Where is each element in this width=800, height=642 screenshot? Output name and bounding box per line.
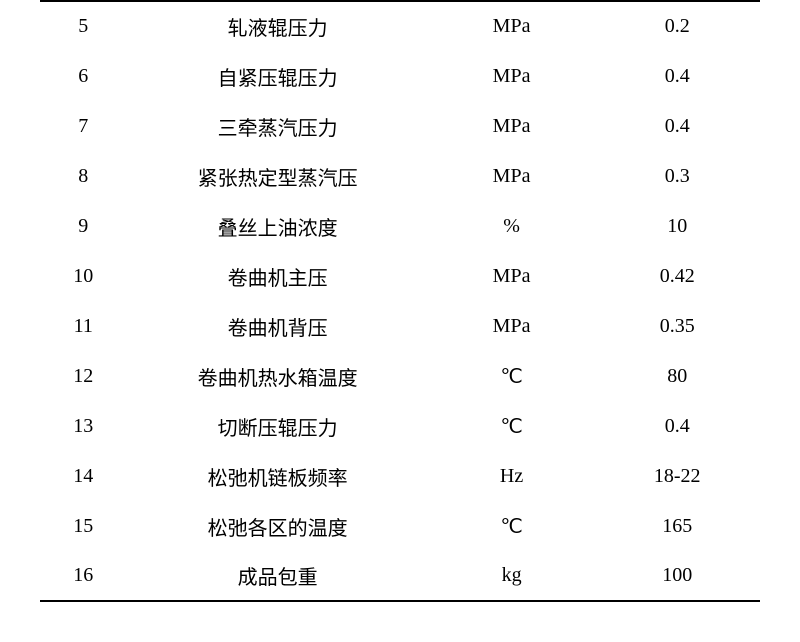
row-name: 自紧压辊压力 — [126, 51, 428, 101]
row-index: 15 — [40, 501, 126, 551]
row-value: 80 — [594, 351, 760, 401]
row-index: 7 — [40, 101, 126, 151]
table-row: 13切断压辊压力℃0.4 — [40, 401, 760, 451]
row-index: 12 — [40, 351, 126, 401]
row-value: 18-22 — [594, 451, 760, 501]
table-body: 5轧液辊压力MPa0.26自紧压辊压力MPa0.47三牵蒸汽压力MPa0.48紧… — [40, 1, 760, 601]
table-row: 14松弛机链板频率Hz18-22 — [40, 451, 760, 501]
row-name: 卷曲机主压 — [126, 251, 428, 301]
row-name: 叠丝上油浓度 — [126, 201, 428, 251]
row-unit: MPa — [429, 151, 595, 201]
row-name: 松弛各区的温度 — [126, 501, 428, 551]
table-row: 11卷曲机背压MPa0.35 — [40, 301, 760, 351]
row-value: 0.3 — [594, 151, 760, 201]
row-unit: ℃ — [429, 501, 595, 551]
row-name: 切断压辊压力 — [126, 401, 428, 451]
row-value: 0.42 — [594, 251, 760, 301]
row-unit: ℃ — [429, 351, 595, 401]
table-row: 9叠丝上油浓度%10 — [40, 201, 760, 251]
table-row: 5轧液辊压力MPa0.2 — [40, 1, 760, 51]
row-unit: MPa — [429, 51, 595, 101]
row-name: 成品包重 — [126, 551, 428, 601]
table-row: 6自紧压辊压力MPa0.4 — [40, 51, 760, 101]
row-unit: kg — [429, 551, 595, 601]
table-row: 12卷曲机热水箱温度℃80 — [40, 351, 760, 401]
row-index: 5 — [40, 1, 126, 51]
row-unit: MPa — [429, 1, 595, 51]
row-name: 轧液辊压力 — [126, 1, 428, 51]
row-index: 6 — [40, 51, 126, 101]
row-unit: MPa — [429, 101, 595, 151]
table-row: 8紧张热定型蒸汽压MPa0.3 — [40, 151, 760, 201]
row-name: 三牵蒸汽压力 — [126, 101, 428, 151]
row-index: 10 — [40, 251, 126, 301]
table-row: 7三牵蒸汽压力MPa0.4 — [40, 101, 760, 151]
row-value: 0.4 — [594, 401, 760, 451]
row-unit: ℃ — [429, 401, 595, 451]
row-unit: MPa — [429, 251, 595, 301]
row-unit: MPa — [429, 301, 595, 351]
table-container: 5轧液辊压力MPa0.26自紧压辊压力MPa0.47三牵蒸汽压力MPa0.48紧… — [0, 0, 800, 602]
row-value: 165 — [594, 501, 760, 551]
row-value: 0.2 — [594, 1, 760, 51]
row-value: 0.35 — [594, 301, 760, 351]
row-unit: % — [429, 201, 595, 251]
row-unit: Hz — [429, 451, 595, 501]
row-value: 10 — [594, 201, 760, 251]
row-value: 0.4 — [594, 51, 760, 101]
table-row: 10卷曲机主压MPa0.42 — [40, 251, 760, 301]
row-index: 14 — [40, 451, 126, 501]
row-index: 13 — [40, 401, 126, 451]
row-index: 16 — [40, 551, 126, 601]
parameters-table: 5轧液辊压力MPa0.26自紧压辊压力MPa0.47三牵蒸汽压力MPa0.48紧… — [40, 0, 760, 602]
table-row: 16成品包重kg100 — [40, 551, 760, 601]
row-name: 紧张热定型蒸汽压 — [126, 151, 428, 201]
row-name: 松弛机链板频率 — [126, 451, 428, 501]
row-name: 卷曲机热水箱温度 — [126, 351, 428, 401]
row-index: 11 — [40, 301, 126, 351]
row-value: 0.4 — [594, 101, 760, 151]
table-row: 15松弛各区的温度℃165 — [40, 501, 760, 551]
row-index: 9 — [40, 201, 126, 251]
row-name: 卷曲机背压 — [126, 301, 428, 351]
row-index: 8 — [40, 151, 126, 201]
row-value: 100 — [594, 551, 760, 601]
